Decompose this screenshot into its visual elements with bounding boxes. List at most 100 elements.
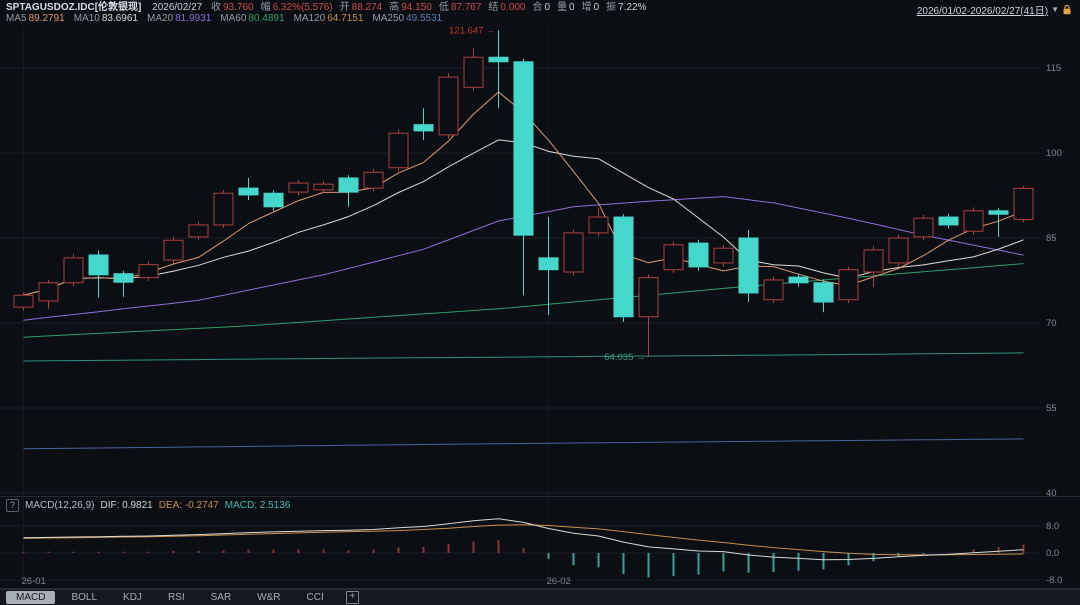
ma-legend-item: MA10 83.6961 [73, 13, 138, 24]
tab-cci[interactable]: CCI [306, 592, 324, 603]
svg-text:40: 40 [1046, 488, 1057, 499]
tab-rsi[interactable]: RSI [167, 592, 185, 603]
ma-legend-item: MA5 89.2791 [6, 13, 65, 24]
candle-day-14 [338, 177, 359, 193]
candle-day-26 [638, 277, 659, 318]
candle-day-29 [713, 247, 734, 264]
chevron-down-icon[interactable]: ▼ [1051, 5, 1059, 14]
candle-day-12 [288, 182, 309, 193]
candle-day-31 [763, 279, 784, 301]
candle-day-25 [613, 216, 634, 318]
tab-macd[interactable]: MACD [6, 591, 56, 604]
date-range-selector[interactable]: 2026/01/02-2026/02/27(41日) ▼ [917, 2, 1072, 17]
ma-legend-item: MA20 81.9931 [147, 13, 212, 24]
candle-day-10 [238, 187, 259, 196]
candle-day-27 [663, 244, 684, 271]
svg-text:85: 85 [1046, 233, 1057, 244]
annotations-layer: 121.647 → 64.035 → [449, 25, 645, 362]
svg-text:70: 70 [1046, 318, 1057, 329]
quote-field: 低 87.767 [438, 2, 482, 13]
candle-day-9 [213, 192, 234, 226]
candle-day-23 [563, 232, 584, 273]
candle-day-37 [913, 217, 934, 238]
indicator-tabbar: MACD BOLL KDJ RSI SAR W&R CCI + [0, 589, 1080, 605]
candle-day-11 [263, 192, 284, 208]
candle-day-4 [88, 254, 109, 276]
quote-field: 振 7.22% [606, 2, 647, 13]
help-icon[interactable]: ? [6, 499, 19, 512]
candle-day-36 [888, 237, 909, 264]
candle-day-5 [113, 273, 134, 283]
svg-text:8.0: 8.0 [1046, 521, 1059, 532]
indicator-readout: ? MACD(12,26,9) DIF: 0.9821 DEA: -0.2747… [6, 499, 290, 512]
candle-day-19 [463, 56, 484, 88]
indicator-tabs: MACD BOLL KDJ RSI SAR W&R CCI [6, 591, 340, 604]
quote-header: SPTAGUSDOZ.IDC[伦敦银现] 2026/02/27 收 93.760 幅… [6, 2, 654, 13]
svg-text:0.0: 0.0 [1046, 548, 1059, 559]
macd-layer [22, 518, 1025, 578]
candle-day-1 [13, 294, 34, 308]
candles-layer [13, 30, 1034, 357]
quote-field: 高 94.150 [389, 2, 432, 13]
candle-day-17 [413, 124, 434, 132]
candle-day-34 [838, 269, 859, 301]
macd-value: MACD: 2.5136 [224, 500, 291, 511]
candle-day-28 [688, 242, 709, 268]
quote-fields: 收 93.760 幅 6.32%(5.576) 开 88.274 高 94.150 低 87.76… [211, 2, 654, 13]
candle-day-30 [738, 237, 759, 294]
tab-boll[interactable]: BOLL [71, 592, 98, 603]
svg-text:-8.0: -8.0 [1046, 575, 1062, 586]
add-indicator-button[interactable]: + [345, 591, 359, 604]
ma-legend: MA5 89.2791 MA10 83.6961 MA20 81.9931 MA60 80.4… [6, 13, 451, 24]
candle-day-8 [188, 224, 209, 238]
quote-field: 开 88.274 [339, 2, 383, 13]
axis-labels: 115 100 85 70 55 40 8.0 0.0 -8.0 26-01 26-02 [22, 63, 1063, 587]
lock-icon[interactable] [1062, 4, 1072, 15]
svg-text:115: 115 [1046, 63, 1061, 74]
candle-day-38 [938, 216, 959, 226]
candle-day-18 [438, 76, 459, 136]
candle-day-40 [988, 210, 1009, 215]
svg-text:100: 100 [1046, 148, 1062, 159]
price-annotation: 64.035 → [604, 352, 645, 363]
dif-value: DIF: 0.9821 [100, 500, 153, 511]
candle-day-21 [513, 61, 534, 236]
candle-day-13 [313, 183, 334, 191]
candle-day-7 [163, 239, 184, 261]
dea-value: DEA: -0.2747 [158, 500, 219, 511]
tab-w&r[interactable]: W&R [257, 592, 281, 603]
tab-kdj[interactable]: KDJ [123, 592, 142, 603]
candle-day-16 [388, 132, 409, 169]
ma-legend-item: MA60 80.4891 [220, 13, 285, 24]
candle-day-41 [1013, 187, 1034, 220]
candle-day-22 [538, 257, 559, 271]
indicator-name: MACD(12,26,9) [25, 500, 95, 511]
candle-day-33 [813, 282, 834, 303]
quote-field: 幅 6.32%(5.576) [260, 2, 333, 13]
quote-date: 2026/02/27 [152, 2, 203, 13]
candle-day-35 [863, 249, 884, 273]
candle-day-24 [588, 216, 609, 234]
svg-text:26-02: 26-02 [547, 576, 571, 587]
candle-day-2 [38, 282, 59, 302]
price-annotation: 121.647 → [449, 25, 495, 36]
ma-legend-item: MA250 49.5531 [372, 13, 443, 24]
quote-field: 结 0.000 [488, 2, 526, 13]
svg-text:55: 55 [1046, 403, 1057, 414]
candle-day-32 [788, 276, 809, 284]
symbol-name: SPTAGUSDOZ.IDC[伦敦银现] [6, 2, 142, 13]
candle-day-39 [963, 210, 984, 232]
quote-field: 收 93.760 [211, 2, 254, 13]
candle-day-15 [363, 171, 384, 189]
candle-day-6 [138, 264, 159, 279]
tab-sar[interactable]: SAR [210, 592, 232, 603]
candle-day-3 [63, 257, 84, 284]
ma-legend-item: MA120 64.7151 [293, 13, 364, 24]
date-range-label[interactable]: 2026/01/02-2026/02/27(41日) [916, 6, 1049, 17]
candle-day-20 [488, 56, 509, 63]
